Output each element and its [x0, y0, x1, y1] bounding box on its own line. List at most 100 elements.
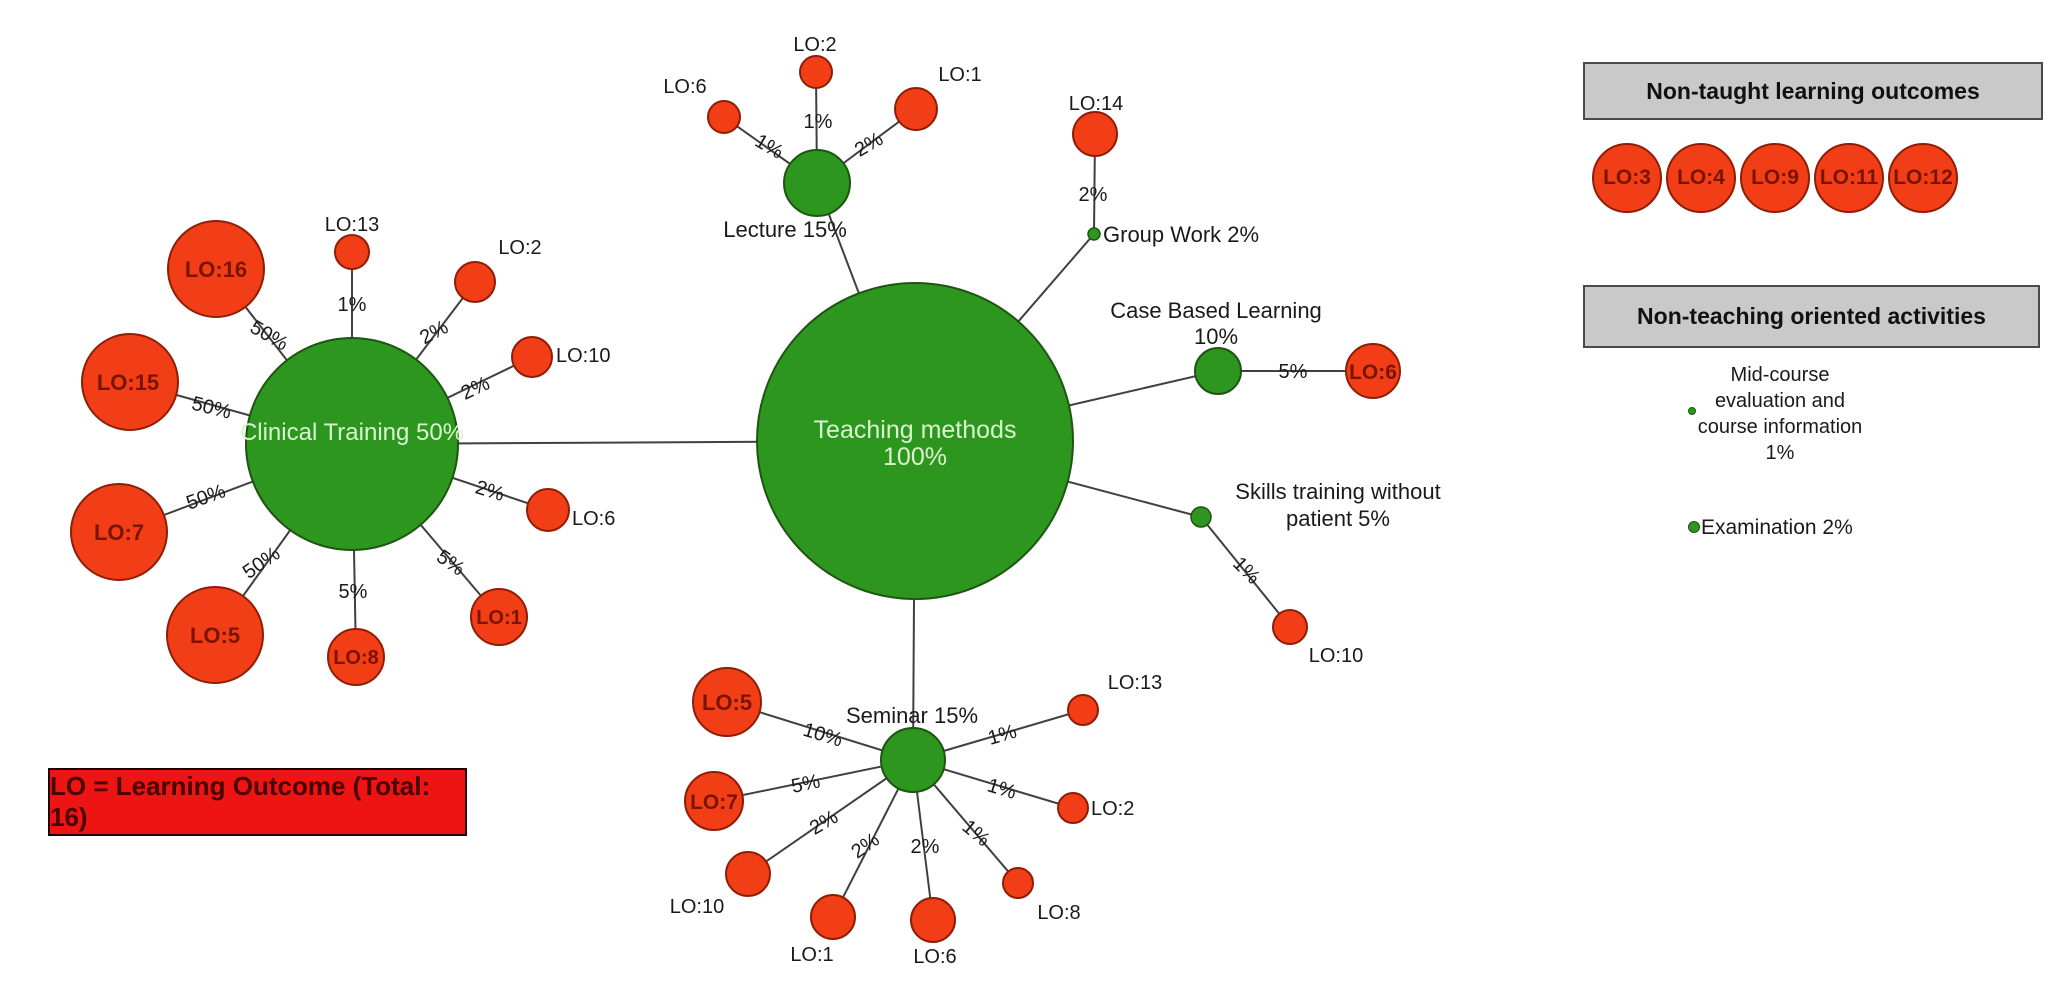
node-clinical [245, 337, 459, 551]
edge-label-clinical-c_lo13: 1% [338, 294, 367, 316]
node-c_lo5 [166, 586, 264, 684]
label-sem_lo10: LO:10 [670, 896, 724, 918]
node-seminar [880, 727, 946, 793]
node-sem_lo6 [910, 897, 956, 943]
examination-dot [1688, 521, 1700, 533]
mid-course-label: Mid-course evaluation and course informa… [1697, 364, 1863, 464]
label-sem_lo13: LO:13 [1108, 672, 1162, 694]
node-s_lo10 [1272, 609, 1308, 645]
node-cbl_lo6 [1345, 343, 1401, 399]
non-taught-lo-12: LO:12 [1888, 143, 1958, 213]
mid-course-dot [1688, 407, 1696, 415]
edge-label-seminar-sem_lo8: 1% [958, 816, 994, 852]
label-teaching: 100% [883, 443, 947, 471]
label-c_lo7: LO:7 [94, 520, 144, 545]
examination-label: Examination 2% [1701, 516, 1853, 539]
node-c_lo10 [511, 336, 553, 378]
non-taught-outcomes: LO:3 LO:4 LO:9 LO:11 LO:12 [1592, 143, 1958, 213]
label-cbl: Case Based Learning [1110, 298, 1322, 323]
label-c_lo10: LO:10 [556, 345, 610, 367]
node-cbl [1194, 347, 1242, 395]
node-c_lo16 [167, 220, 265, 318]
edge-label-clinical-c_lo8: 5% [339, 581, 368, 603]
edge-label-cbl-cbl_lo6: 5% [1279, 361, 1308, 383]
node-l_lo6 [707, 100, 741, 134]
edge-label-seminar-sem_lo6: 2% [911, 836, 940, 858]
label-l_lo2: LO:2 [793, 34, 836, 56]
edge-seminar-sem_lo7 [713, 759, 914, 802]
edge-label-seminar-sem_lo10: 2% [806, 806, 842, 840]
node-l_lo2 [799, 55, 833, 89]
label-c_lo5: LO:5 [190, 623, 240, 648]
edge-label-clinical-c_lo16: 50% [246, 316, 292, 355]
edge-seminar-sem_lo10 [747, 759, 914, 875]
label-c_lo2: LO:2 [498, 237, 541, 259]
label-cbl_lo6: LO:6 [1349, 361, 1397, 384]
label-s_lo10: LO:10 [1309, 645, 1363, 667]
node-sem_lo10 [725, 851, 771, 897]
node-l_lo1 [894, 87, 938, 131]
non-taught-lo-9: LO:9 [1740, 143, 1810, 213]
node-sem_lo7 [684, 771, 744, 831]
edge-skills-s_lo10 [1200, 516, 1291, 628]
node-groupwork [1087, 227, 1101, 241]
label-l_lo6: LO:6 [663, 76, 706, 98]
edge-label-seminar-sem_lo2: 1% [985, 775, 1019, 805]
non-taught-lo-11: LO:11 [1814, 143, 1884, 213]
node-sem_lo2 [1057, 792, 1089, 824]
label-c_lo6: LO:6 [572, 508, 615, 530]
label-teaching: Teaching methods [814, 416, 1017, 444]
label-clinical: Clinical Training 50% [240, 419, 464, 446]
non-teaching-header: Non-teaching oriented activities [1583, 285, 2040, 348]
label-sem_lo6: LO:6 [913, 946, 956, 968]
label-groupwork: Group Work 2% [1103, 222, 1259, 247]
edge-label-clinical-c_lo15: 50% [189, 393, 233, 424]
node-lo14 [1072, 111, 1118, 157]
non-taught-header: Non-taught learning outcomes [1583, 62, 2043, 120]
node-c_lo1 [470, 588, 528, 646]
node-teaching [756, 282, 1074, 600]
edge-label-lecture-l_lo1: 2% [851, 128, 887, 162]
label-c_lo16: LO:16 [185, 257, 247, 282]
label-l_lo1: LO:1 [938, 64, 981, 86]
label-c_lo1: LO:1 [476, 607, 522, 629]
node-lecture [783, 149, 851, 217]
label-skills: Skills training without [1235, 479, 1440, 504]
label-sem_lo2: LO:2 [1091, 798, 1134, 820]
node-sem_lo8 [1002, 867, 1034, 899]
edge-label-seminar-sem_lo5: 10% [800, 719, 845, 752]
edge-label-clinical-c_lo2: 2% [416, 316, 452, 349]
label-sem_lo8: LO:8 [1037, 902, 1080, 924]
node-c_lo7 [70, 483, 168, 581]
label-lecture: Lecture 15% [723, 217, 847, 242]
label-sem_lo5: LO:5 [702, 690, 752, 715]
node-c_lo8 [327, 628, 385, 686]
node-skills [1190, 506, 1212, 528]
label-c_lo13: LO:13 [325, 214, 379, 236]
label-c_lo8: LO:8 [333, 647, 379, 669]
edge-label-lecture-l_lo2: 1% [804, 111, 833, 133]
edge-label-clinical-c_lo6: 2% [473, 477, 507, 507]
legend-text: LO = Learning Outcome (Total: 16) [50, 771, 431, 832]
label-sem_lo7: LO:7 [690, 791, 738, 814]
label-skills: patient 5% [1286, 506, 1390, 531]
node-c_lo6 [526, 488, 570, 532]
non-taught-lo-3: LO:3 [1592, 143, 1662, 213]
node-sem_lo1 [810, 894, 856, 940]
label-seminar: Seminar 15% [846, 703, 978, 728]
edge-label-seminar-sem_lo1: 2% [847, 829, 883, 864]
edge-label-seminar-sem_lo7: 5% [789, 770, 822, 798]
node-c_lo2 [454, 261, 496, 303]
node-c_lo13 [334, 234, 370, 270]
edge-label-lo14-groupwork: 2% [1079, 184, 1108, 206]
edge-label-clinical-c_lo7: 50% [183, 480, 228, 514]
node-c_lo15 [81, 333, 179, 431]
edge-label-seminar-sem_lo13: 1% [985, 721, 1019, 750]
node-sem_lo13 [1067, 694, 1099, 726]
label-lo14: LO:14 [1069, 93, 1123, 115]
label-sem_lo1: LO:1 [790, 944, 833, 966]
non-taught-lo-4: LO:4 [1666, 143, 1736, 213]
node-sem_lo5 [692, 667, 762, 737]
